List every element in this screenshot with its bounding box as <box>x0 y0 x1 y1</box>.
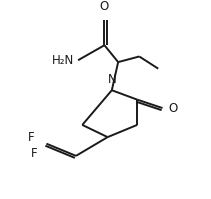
Text: H₂N: H₂N <box>52 54 74 67</box>
Text: O: O <box>169 101 178 115</box>
Text: F: F <box>28 131 35 144</box>
Text: N: N <box>107 73 116 86</box>
Text: F: F <box>31 147 38 160</box>
Text: O: O <box>100 0 109 13</box>
